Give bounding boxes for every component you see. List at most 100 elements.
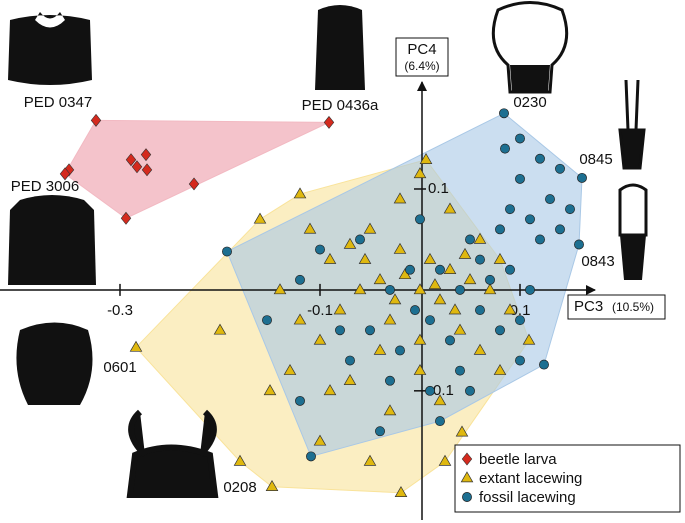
point xyxy=(388,293,402,305)
point xyxy=(455,425,469,437)
point xyxy=(445,335,455,346)
point xyxy=(355,234,365,245)
annotation: 0843 xyxy=(581,253,614,270)
point xyxy=(303,222,317,234)
axes: PC4 (6.4%) PC3 (10.5%) xyxy=(0,37,666,520)
point xyxy=(443,263,457,274)
point xyxy=(283,363,297,375)
point xyxy=(463,273,477,285)
point xyxy=(475,254,485,265)
point xyxy=(263,384,277,396)
point xyxy=(63,163,75,177)
hull-layer xyxy=(64,112,583,494)
point xyxy=(577,172,587,183)
point xyxy=(295,395,305,406)
point xyxy=(473,343,487,355)
y-tick-label: 0.1 xyxy=(428,180,449,197)
point xyxy=(503,303,517,315)
point xyxy=(413,283,427,295)
point xyxy=(262,315,272,326)
annotation-layer: PED 0347 PED 0436a PED 3006 0230 0845 08… xyxy=(11,94,615,496)
legend: beetle larva extant lacewing fossil lacewi… xyxy=(454,444,681,513)
hull xyxy=(226,112,583,458)
annotation: 0230 xyxy=(513,94,546,111)
point xyxy=(435,264,445,275)
point xyxy=(495,224,505,235)
point xyxy=(433,394,447,406)
point xyxy=(425,385,435,396)
point xyxy=(435,416,445,427)
point xyxy=(415,214,425,225)
point xyxy=(473,232,487,244)
point xyxy=(453,323,467,335)
y-tick-label: -0.1 xyxy=(428,382,454,399)
head-silhouette xyxy=(126,409,219,498)
point xyxy=(438,454,452,466)
point xyxy=(59,167,71,181)
head-silhouette xyxy=(618,183,648,237)
point xyxy=(455,284,465,295)
head-silhouette xyxy=(510,65,550,92)
point xyxy=(525,284,535,295)
point-layer xyxy=(59,108,587,498)
point xyxy=(233,454,247,466)
point xyxy=(293,187,307,199)
point xyxy=(140,148,152,162)
point xyxy=(413,363,427,375)
head-silhouette xyxy=(491,1,569,94)
point xyxy=(413,167,427,179)
tick-layer: -0.3 -0.1 0.1 0.1 -0.1 xyxy=(107,180,530,399)
annotation: 0208 xyxy=(223,479,256,496)
point xyxy=(419,153,433,164)
head-silhouette xyxy=(620,235,646,280)
head-silhouette xyxy=(8,195,96,285)
point xyxy=(313,333,327,345)
annotation: PED 3006 xyxy=(11,178,79,195)
point xyxy=(323,252,337,264)
point xyxy=(323,384,337,396)
point xyxy=(373,343,387,355)
point xyxy=(425,315,435,326)
point xyxy=(323,115,335,129)
point xyxy=(395,345,405,356)
point xyxy=(522,333,536,345)
point xyxy=(413,333,427,345)
point xyxy=(555,163,565,174)
annotation: 0601 xyxy=(103,359,136,376)
point xyxy=(535,153,545,164)
point xyxy=(565,204,575,215)
point xyxy=(313,434,327,446)
legend-label: fossil lacewing xyxy=(479,489,576,506)
silhouettes xyxy=(8,1,648,498)
legend-label: beetle larva xyxy=(479,451,557,468)
legend-box xyxy=(454,444,681,513)
point xyxy=(485,274,495,285)
y-label-box xyxy=(395,37,449,77)
point xyxy=(493,363,507,375)
point xyxy=(545,194,555,205)
point xyxy=(375,426,385,437)
x-tick-label: -0.1 xyxy=(307,302,333,319)
legend-marker xyxy=(461,452,473,466)
point xyxy=(458,247,472,259)
y-axis-label: PC4 xyxy=(407,41,436,58)
point xyxy=(515,315,525,326)
annotation: PED 0436a xyxy=(302,97,379,114)
point xyxy=(428,278,442,290)
point xyxy=(443,202,457,214)
point xyxy=(493,252,507,264)
point xyxy=(222,246,232,257)
point xyxy=(353,283,367,295)
point xyxy=(393,242,407,254)
point xyxy=(383,404,397,416)
point xyxy=(385,375,395,386)
point xyxy=(213,323,227,335)
point xyxy=(555,224,565,235)
point xyxy=(455,365,465,376)
head-silhouette xyxy=(8,12,92,85)
point xyxy=(345,355,355,366)
point xyxy=(448,303,462,315)
legend-marker xyxy=(462,492,472,502)
point xyxy=(333,303,347,315)
x-axis-label: PC3 xyxy=(574,298,603,315)
